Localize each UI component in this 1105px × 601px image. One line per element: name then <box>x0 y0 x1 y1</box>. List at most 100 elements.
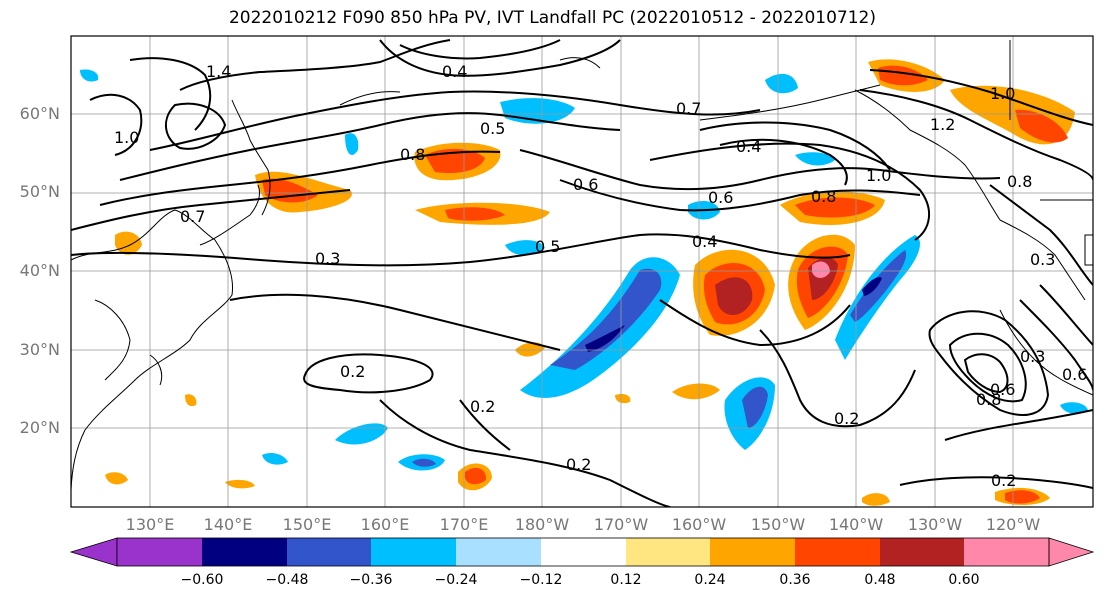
lon-label: 150°W <box>750 515 806 534</box>
lon-label: 170°W <box>593 515 649 534</box>
map-title: 2022010212 F090 850 hPa PV, IVT Landfall… <box>228 8 876 28</box>
lon-label: 140°W <box>828 515 884 534</box>
colorbar-tick-label: 0.24 <box>694 572 726 588</box>
colorbar-tick-label: 0.36 <box>779 572 811 588</box>
colorbar-extend-left <box>69 537 118 567</box>
lon-label: 130°W <box>907 515 963 534</box>
lon-label: 170°E <box>439 515 489 534</box>
shade-160w-orange <box>672 383 720 400</box>
contour-label: 0.2 <box>834 409 859 428</box>
colorbar-segment <box>541 538 626 566</box>
contour-label: 0.3 <box>1030 250 1055 269</box>
contour-label: 0.2 <box>340 362 365 381</box>
colorbar-tick-label: −0.24 <box>434 572 478 588</box>
colorbar-segment <box>287 538 371 566</box>
shade-east-mid <box>850 250 907 322</box>
shade-streak-dark <box>585 325 625 352</box>
contour-label: 0.3 <box>315 249 340 268</box>
colorbar-tick-label: 0.48 <box>864 572 896 588</box>
lon-label: 130°E <box>125 515 175 534</box>
lat-label: 30°N <box>19 340 60 359</box>
colorbar-tick-label: 0.60 <box>948 572 980 588</box>
contour-label: 0.6 <box>708 188 733 207</box>
shade-np2-red <box>445 207 505 221</box>
contour-label: 1.0 <box>990 84 1015 103</box>
shade-ne-red <box>1015 109 1068 143</box>
colorbar-tick-label: 0.12 <box>610 572 642 588</box>
shade-sw-red <box>465 467 487 485</box>
colorbar-extend-right <box>1048 537 1095 567</box>
contour-label: 0.5 <box>480 119 505 138</box>
contour-label: 0.6 <box>1062 365 1087 384</box>
lon-label: 180°W <box>514 515 570 534</box>
lon-label: 150°E <box>282 515 332 534</box>
shade-left-orange <box>115 231 142 255</box>
shade-se2-orange <box>862 493 890 506</box>
lat-label: 50°N <box>19 182 60 201</box>
contour-labels: 0.4 0.5 0.7 0.4 1.0 0.6 0.8 0.4 0.5 0.3 … <box>114 62 1087 490</box>
contour-label: 0.7 <box>180 207 205 226</box>
colorbar-segment <box>371 538 456 566</box>
contour-label: 0.4 <box>736 137 761 156</box>
colorbar-segment <box>880 538 964 566</box>
colorbar-segment <box>456 538 541 566</box>
shade-north-blue3 <box>795 152 835 166</box>
shade-40n-blue <box>505 240 545 256</box>
lat-label: 20°N <box>19 418 60 437</box>
contour-label: 0.2 <box>470 397 495 416</box>
shade-145w-pink <box>812 261 830 278</box>
shade-sw-blue1 <box>335 423 388 445</box>
lon-label: 140°E <box>203 515 253 534</box>
shade-sj-blue <box>262 452 288 465</box>
colorbar-segment <box>710 538 795 566</box>
colorbar-tick-label: −0.48 <box>265 572 309 588</box>
colorbar-tick-label: −0.12 <box>519 572 563 588</box>
contour-label: 0.8 <box>976 390 1001 409</box>
shade-ak-blue <box>765 73 798 94</box>
contour-label: 0.2 <box>991 471 1016 490</box>
shade-j-orange <box>185 394 197 407</box>
contour-label: 0.3 <box>1020 347 1045 366</box>
coastlines <box>71 40 1093 491</box>
lon-label: 120°W <box>985 515 1041 534</box>
colorbar-segment <box>202 538 287 566</box>
contour-label: 1.2 <box>930 115 955 134</box>
shade-streak-mid <box>550 268 662 370</box>
colorbar-segment <box>964 538 1049 566</box>
colorbar <box>69 537 1095 567</box>
shade-e-blue <box>1060 402 1088 414</box>
map-frame <box>70 35 1094 508</box>
contour-label: 1.0 <box>114 128 139 147</box>
contour-label: 1.4 <box>206 62 231 81</box>
colorbar-segment <box>795 538 880 566</box>
shade-155w-dark <box>715 277 753 316</box>
lon-label: 160°W <box>671 515 727 534</box>
contour-label: 0.4 <box>692 232 717 251</box>
contour-label: 0.5 <box>535 237 560 256</box>
lat-label: 40°N <box>19 261 60 280</box>
colorbar-tick-label: −0.60 <box>180 572 224 588</box>
contour-label: 0.8 <box>1007 172 1032 191</box>
colorbar-frame <box>116 537 1050 567</box>
contour-label: 0.8 <box>400 145 425 164</box>
shade-140w-band-red <box>795 197 875 218</box>
contour-label: 0.7 <box>676 99 701 118</box>
colorbar-tick-label: −0.36 <box>349 572 393 588</box>
lon-label: 160°E <box>360 515 410 534</box>
ivt-contours <box>71 39 1093 507</box>
shade-sw-blue2d <box>412 458 436 467</box>
shade-nw-blue <box>80 69 99 82</box>
shade-hawaii-orange <box>615 393 631 404</box>
shade-s150w-mid <box>742 386 768 428</box>
contour-label: 0.6 <box>573 175 598 194</box>
contour-label: 0.6 <box>990 380 1015 399</box>
shade-north-blue2 <box>345 133 359 155</box>
contour-label: 0.4 <box>442 62 467 81</box>
shade-se-red <box>1005 490 1040 504</box>
lat-label: 60°N <box>19 104 60 123</box>
contour-label: 1.0 <box>866 166 891 185</box>
colorbar-segment <box>626 538 710 566</box>
contour-label: 0.2 <box>566 455 591 474</box>
colorbar-segment <box>117 538 202 566</box>
